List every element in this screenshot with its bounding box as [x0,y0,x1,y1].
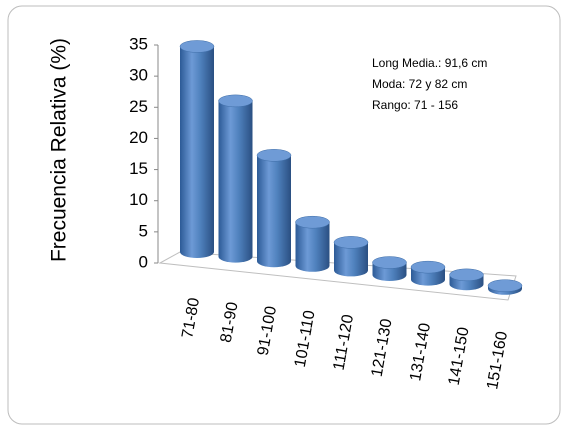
bar-top [372,256,407,269]
bar-top [295,215,330,229]
y-tick-label: 15 [129,159,148,178]
bar-top [410,260,446,274]
bar-top [218,94,253,108]
bar [334,242,368,277]
y-tick-label: 0 [139,252,148,271]
bar [295,222,330,272]
bar-top [449,268,484,282]
bar-top [179,40,215,53]
x-tick-label: 81-90 [218,301,242,344]
y-axis-label: Frecuencia Relativa (%) [48,38,71,262]
annotation: Moda: 72 y 82 cm [372,77,467,91]
y-tick-label: 35 [129,34,148,53]
y-tick-label: 30 [129,66,148,85]
y-tick-label: 20 [129,128,148,147]
y-tick-label: 10 [129,190,148,209]
y-tick-label: 5 [139,221,148,240]
x-tick-label: 71-80 [179,296,203,339]
annotation: Long Media.: 91,6 cm [372,56,487,70]
floor [158,251,517,301]
annotation: Rango: 71 - 156 [372,98,458,112]
bar [180,46,214,259]
bar-top [333,236,369,249]
bar-top [256,149,292,162]
bar [257,155,291,268]
bar-top [487,279,523,292]
y-tick-label: 25 [129,97,148,116]
bar [218,100,253,263]
